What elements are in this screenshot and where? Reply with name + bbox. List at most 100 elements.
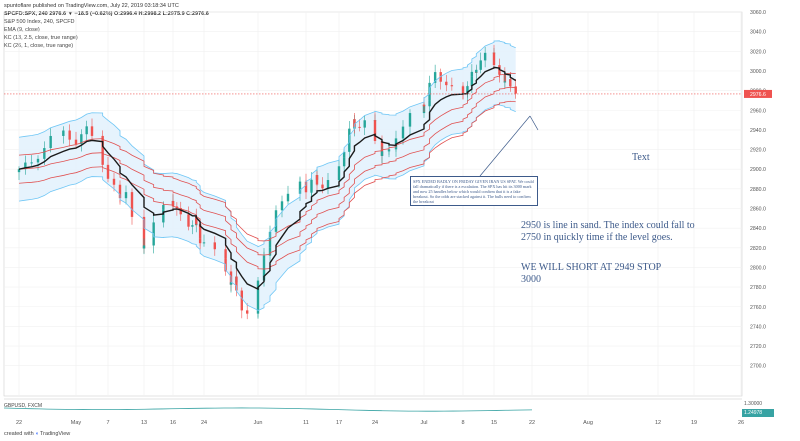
indicator-label-kc-26[interactable]: KC (26, 1, close, true range) [4,43,74,49]
candle-down [74,139,78,145]
candle-up [470,71,474,77]
short-plan-note[interactable]: WE WILL SHORT AT 2949 STOP 3000 [521,262,661,285]
candle-up [256,280,260,310]
callout-arrow [479,115,531,177]
x-tick-label: 24 [372,420,378,426]
candle-up [85,126,88,135]
candle-down [422,104,426,107]
y-tick-label: 3060.0 [750,10,766,16]
candle-up [36,158,40,163]
candle-up [475,69,478,73]
y-tick-label: 2940.0 [750,128,766,134]
candle-up [408,113,412,127]
x-tick-label: Jun [254,420,263,426]
x-tick-label: 22 [16,420,22,426]
candle-down [235,276,238,291]
y-tick-label: 2760.0 [750,305,766,311]
candle-up [298,181,302,184]
candle-up [342,151,346,158]
candle-up [387,149,391,151]
candle-down [240,290,243,311]
last-price-label: 2976.6 [750,92,766,98]
tradingview-logo-icon: ◖ [35,431,39,437]
indicator-label-kc-13[interactable]: KC (13, 2.5, close, true range) [4,35,78,41]
candle-down [353,119,356,127]
candle-up [503,81,507,83]
candle-up [229,282,233,285]
candle-up [124,192,128,199]
candle-down [304,185,308,193]
y-tick-label: 3040.0 [750,30,766,36]
x-tick-label: 12 [655,420,661,426]
x-tick-label: 7 [106,420,109,426]
candle-up [24,162,27,170]
y-tick-label: 2700.0 [750,364,766,370]
candle-up [142,245,146,249]
candle-up [274,210,278,220]
x-tick-label: 24 [201,420,207,426]
candle-down [315,175,319,185]
candle-down [101,146,104,165]
candle-up [479,60,482,70]
gbpusd-line [3,407,533,412]
kc26-middle-line [18,86,516,256]
callout-arrow-tail [529,115,539,131]
callout-box[interactable]: SPX ENDED BADLY ON FRIDAY GIVEN IRAN US … [410,176,538,206]
x-tick-label: 17 [336,420,342,426]
ema9-line [18,66,517,291]
candle-up [43,148,46,159]
candle-up [202,242,206,244]
y-tick-label: 2880.0 [750,187,766,193]
kc26-upper-line [18,72,516,242]
candle-down [198,238,202,244]
x-tick-label: 19 [691,420,697,426]
candle-down [198,224,202,239]
indicator-label-ema[interactable]: EMA (9, close) [4,27,40,33]
candle-up [62,130,65,136]
x-tick-label: 13 [141,420,147,426]
candle-down [450,85,454,87]
candle-up [280,201,284,211]
candle-down [514,86,517,94]
candle-down [171,200,175,207]
candle-up [466,86,469,94]
candle-up [162,204,165,210]
candle-up [262,255,266,259]
x-tick-label: Aug [583,420,593,426]
candle-up [49,135,52,149]
candle-down [509,79,512,87]
y-tick-label: 2780.0 [750,285,766,291]
candle-down [373,120,377,142]
candle-up [80,134,83,145]
candle-up [380,151,384,156]
candle-down [112,178,116,185]
indicator-label-symbol[interactable]: S&P 500 Index, 240, SPCFD [4,19,75,25]
y-tick-label: 2900.0 [750,167,766,173]
x-tick-label: Jul [420,420,427,426]
candle-up [191,225,194,227]
footer-created-with: created with [4,431,34,437]
lower-pane-tick: 1.30000 [744,401,763,407]
footer-brand: TradingView [39,431,71,437]
candle-up [286,193,290,202]
x-tick-label: 16 [170,420,176,426]
lower-pane-label: GBPUSD, FXCM [4,403,43,409]
candle-up [337,166,341,176]
line-in-sand-note[interactable]: 2950 is line in sand. The index could fa… [521,220,695,243]
text-annotation-placeholder[interactable]: Text [632,152,650,163]
candle-down [179,208,182,215]
candle-down [130,192,134,217]
y-tick-label: 2800.0 [750,265,766,271]
candle-up [152,222,155,238]
candle-down [90,126,94,136]
y-tick-label: 2720.0 [750,344,766,350]
candle-up [262,258,266,281]
x-tick-label: 11 [303,420,309,426]
candle-down [142,216,146,249]
x-tick-label: May [71,420,82,426]
keltner-band-fill [19,40,516,311]
candle-down [106,164,110,179]
x-tick-label: 8 [461,420,464,426]
candle-up [394,138,398,148]
